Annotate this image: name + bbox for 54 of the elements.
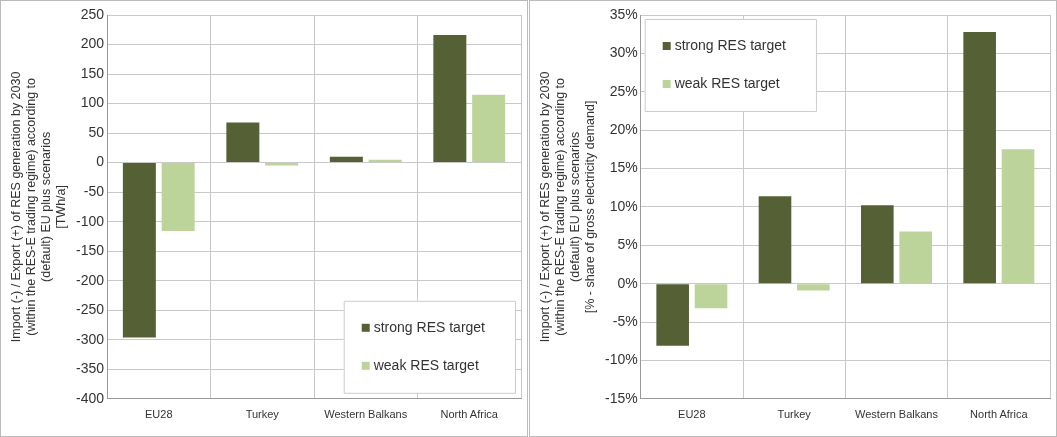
bar (265, 163, 299, 166)
y-axis-title: Import (-) / Export (+) of RES generation by 2030 (within the RES-E trading regime) according to (default) EU plus scenarios [% - share of gross electricity demand] (537, 71, 597, 343)
bar (1001, 149, 1035, 284)
x-tick-label: North Africa (440, 408, 499, 421)
legend-label: strong RES target (373, 318, 486, 335)
y-tick-label: -150 (75, 242, 105, 259)
bar (161, 163, 195, 232)
bar (329, 156, 363, 163)
y-tick-label: 0% (617, 274, 638, 291)
bar (433, 35, 467, 163)
bar (758, 196, 792, 284)
bar (694, 284, 728, 309)
y-tick-label: -100 (75, 212, 105, 229)
y-tick-label: 200 (80, 35, 105, 52)
y-tick-label: 25% (609, 82, 638, 99)
y-tick-label: -15% (605, 389, 638, 406)
y-tick-label: 15% (609, 159, 638, 176)
bar (899, 231, 932, 284)
y-tick-label: 250 (80, 5, 105, 22)
legend-label: weak RES target (372, 356, 479, 373)
y-axis-title: Import (-) / Export (+) of RES generation by 2030 (within the RES-E trading regime) according to (default) EU plus scenarios [TWh/a] (8, 71, 68, 343)
y-tick-label: 100 (80, 94, 105, 111)
y-tick-label: 150 (80, 64, 105, 81)
y-tick-label: 50 (88, 123, 105, 140)
bar (226, 122, 260, 163)
y-tick-label: 35% (609, 5, 638, 22)
legend-label: strong RES target (674, 36, 787, 53)
x-tick-label: Turkey (245, 408, 280, 421)
bar (472, 94, 506, 163)
x-tick-label: Turkey (777, 408, 812, 421)
y-tick-label: 20% (609, 121, 638, 137)
x-tick-label: EU28 (678, 408, 706, 421)
y-tick-label: -400 (75, 389, 105, 406)
y-tick-label: 10% (609, 197, 638, 214)
y-tick-label: -10% (605, 351, 638, 368)
y-tick-label: -300 (75, 330, 105, 347)
bar (656, 284, 689, 346)
bar (963, 31, 996, 284)
y-tick-label: -5% (612, 312, 638, 329)
bar (797, 284, 830, 291)
bar (122, 163, 156, 338)
y-tick-label: -350 (75, 360, 105, 377)
y-tick-label: -50 (83, 183, 105, 199)
y-tick-label: 0 (96, 153, 105, 170)
x-tick-label: Western Balkans (324, 408, 408, 421)
x-tick-label: Western Balkans (855, 408, 939, 421)
y-tick-label: 30% (609, 44, 638, 61)
bar (861, 205, 894, 284)
y-tick-label: 5% (617, 236, 638, 253)
legend-label: weak RES target (673, 74, 780, 91)
x-tick-label: North Africa (970, 408, 1029, 421)
y-tick-label: -250 (75, 301, 105, 318)
y-tick-label: -200 (75, 271, 105, 288)
x-tick-label: EU28 (145, 408, 173, 421)
